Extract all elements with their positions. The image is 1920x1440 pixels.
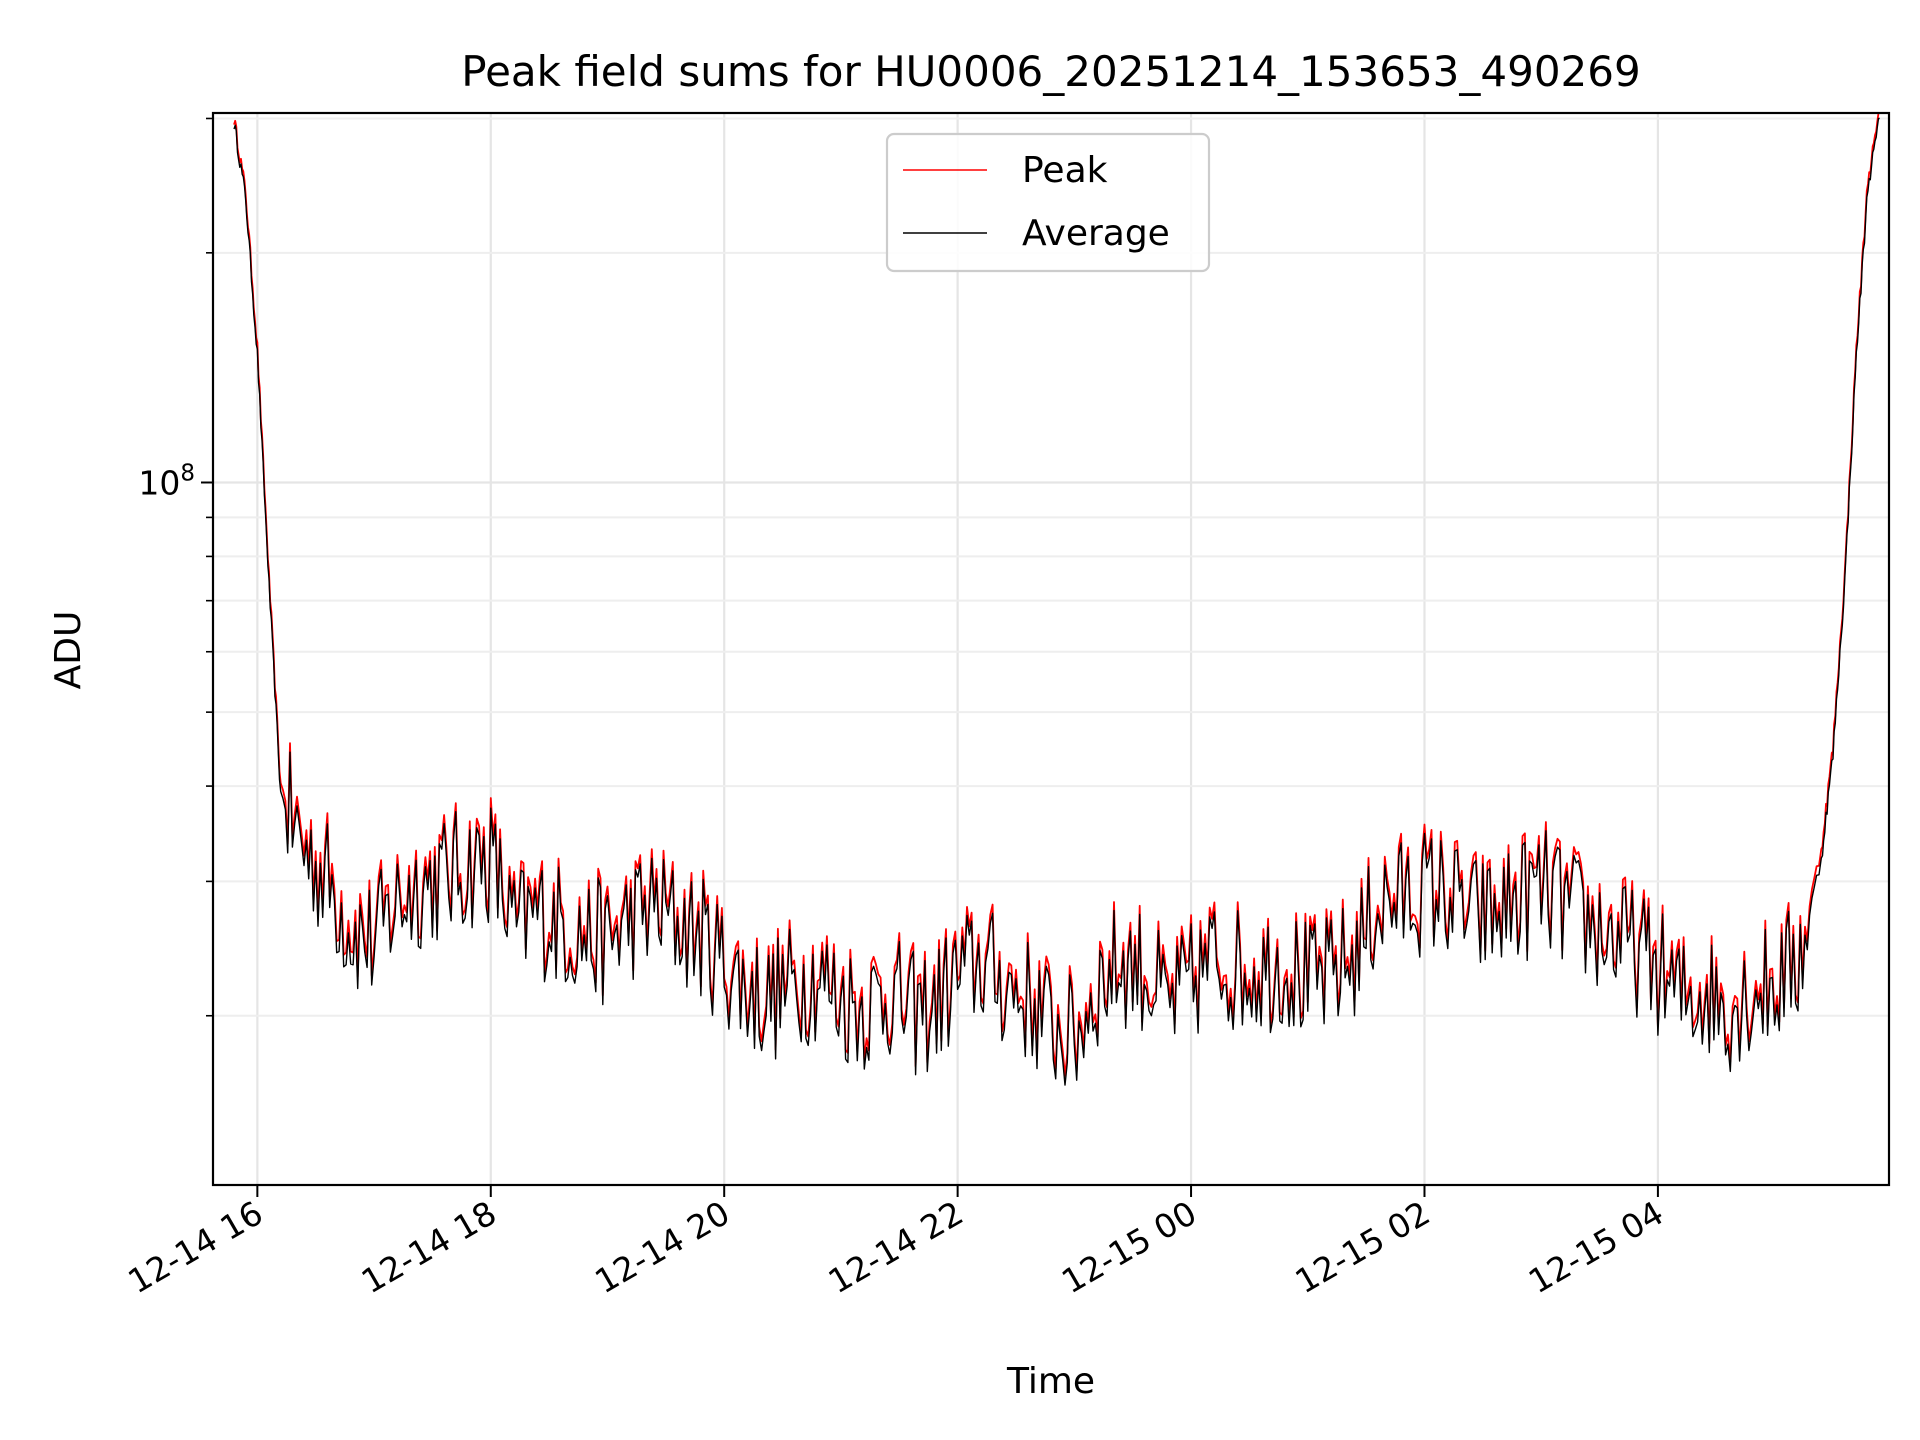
y-tick-label: 108 (138, 460, 195, 502)
series-line-average (233, 117, 1880, 1086)
grid (213, 113, 1889, 1185)
legend-label-peak: Peak (1022, 150, 1108, 191)
plot-frame (211, 111, 1891, 1187)
legend-label-average: Average (1022, 213, 1170, 254)
legend: Peak Average (885, 132, 1211, 273)
x-axis-label: Time (1006, 1361, 1095, 1402)
legend-box (885, 132, 1211, 273)
y-axis-label: ADU (48, 611, 89, 690)
series-layer (233, 112, 1880, 1086)
chart-title: Peak field sums for HU0006_20251214_1536… (461, 47, 1640, 96)
